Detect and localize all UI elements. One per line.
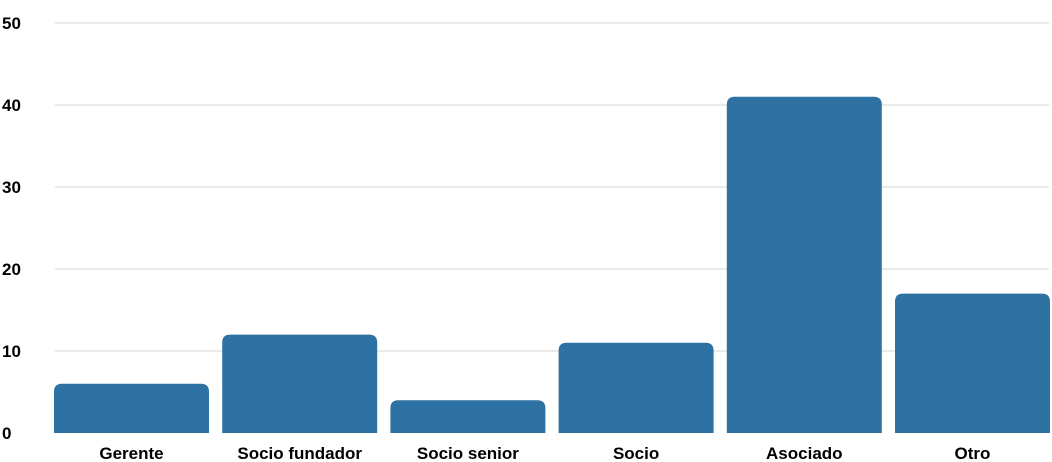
x-category-label: Otro xyxy=(955,444,991,462)
bar-socio-senior xyxy=(390,400,546,433)
x-category-label: Socio xyxy=(613,444,659,462)
x-category-label: Socio senior xyxy=(417,444,519,462)
y-tick-label: 50 xyxy=(2,14,21,33)
x-axis: Gerente Socio fundador Socio senior Socio As… xyxy=(99,444,990,462)
bar-asociado xyxy=(726,96,882,434)
gridlines xyxy=(55,22,1049,352)
y-tick-label: 10 xyxy=(2,342,21,361)
x-category-label: Asociado xyxy=(766,444,843,462)
bar-otro xyxy=(895,293,1050,433)
bar-socio xyxy=(558,342,714,433)
bar-socio-fundador xyxy=(222,334,378,433)
y-tick-label: 20 xyxy=(2,260,21,279)
bar-gerente xyxy=(54,383,209,433)
bars xyxy=(54,96,1050,434)
y-axis: 0 10 20 30 40 50 xyxy=(2,14,21,443)
x-category-label: Socio fundador xyxy=(237,444,362,462)
x-category-label: Gerente xyxy=(99,444,163,462)
y-tick-label: 40 xyxy=(2,96,21,115)
y-tick-label: 30 xyxy=(2,178,21,197)
y-tick-label: 0 xyxy=(2,424,11,443)
